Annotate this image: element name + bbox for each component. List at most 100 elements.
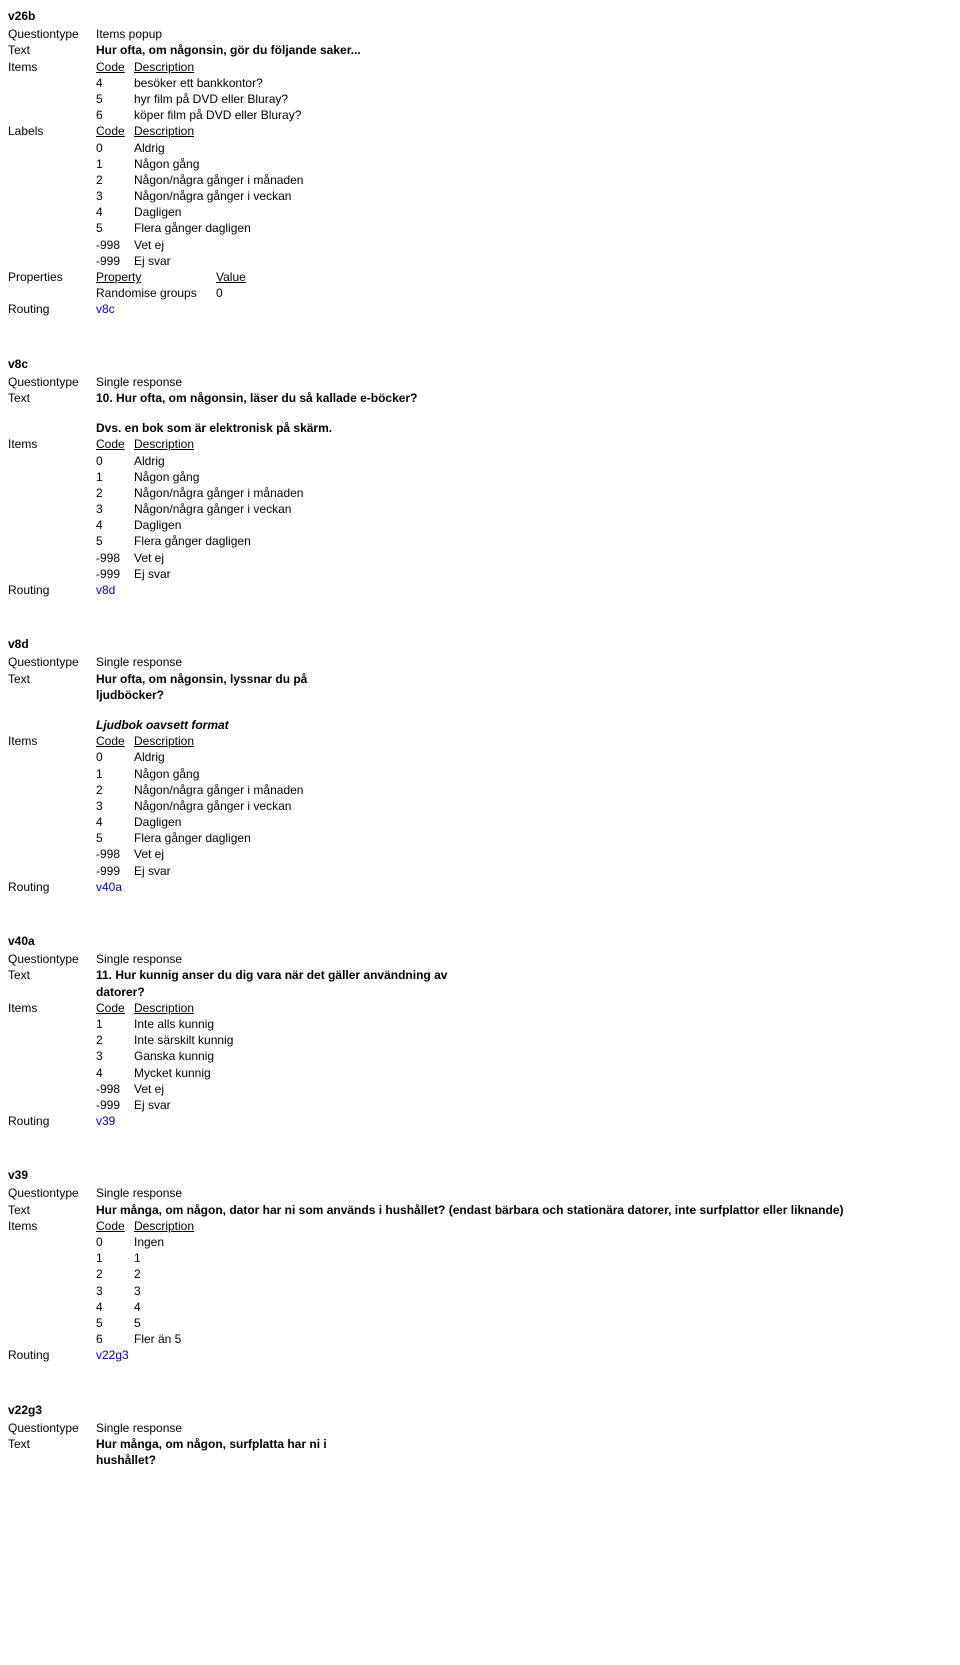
items-table: Code Description 0Ingen 11 22 33 44 55 6… [96, 1218, 194, 1348]
cell-desc: Ej svar [134, 566, 303, 582]
col-description: Description [134, 59, 301, 75]
cell-code: 0 [96, 140, 134, 156]
question-id: v26b [8, 8, 952, 24]
field-row: Questiontype Single response [8, 1185, 952, 1201]
field-row: Questiontype Single response [8, 951, 952, 967]
field-label-routing: Routing [8, 1347, 96, 1363]
table-row: 1Inte alls kunnig [96, 1016, 233, 1032]
table-row: 55 [96, 1315, 194, 1331]
question-subtext: Dvs. en bok som är elektronisk på skärm. [96, 420, 952, 436]
question-text: Hur många, om någon, surfplatta har ni i… [96, 1436, 376, 1468]
cell-code: 3 [96, 1283, 134, 1299]
field-row: Labels Code Description 0Aldrig 1Någon g… [8, 123, 952, 269]
cell-code: 5 [96, 533, 134, 549]
prop-row: Randomise groups0 [96, 285, 952, 301]
cell-desc: Dagligen [134, 517, 303, 533]
labels-value: Code Description 0Aldrig 1Någon gång 2Nå… [96, 123, 952, 269]
col-property: Property [96, 269, 216, 285]
table-row: 0Ingen [96, 1234, 194, 1250]
cell-desc: Flera gånger dagligen [134, 220, 303, 236]
items-table: Code Description 0Aldrig 1Någon gång 2Nå… [96, 436, 303, 582]
cell-code: 2 [96, 172, 134, 188]
questiontype-value: Single response [96, 1420, 952, 1436]
cell-code: 0 [96, 749, 134, 765]
col-code: Code [96, 1000, 134, 1016]
field-row: Routing v8d [8, 582, 952, 598]
field-label-items: Items [8, 436, 96, 452]
field-row: Items Code Description 1Inte alls kunnig… [8, 1000, 952, 1113]
questiontype-value: Single response [96, 951, 952, 967]
col-code: Code [96, 123, 134, 139]
table-row: 4Mycket kunnig [96, 1065, 233, 1081]
col-description: Description [134, 1000, 233, 1016]
col-description: Description [134, 733, 303, 749]
cell-code: 1 [96, 1016, 134, 1032]
col-code: Code [96, 1218, 134, 1234]
cell-desc: Vet ej [134, 550, 303, 566]
table-row: 4Dagligen [96, 204, 303, 220]
table-row: 6köper film på DVD eller Bluray? [96, 107, 301, 123]
table-row: 2Någon/några gånger i månaden [96, 485, 303, 501]
field-label-questiontype: Questiontype [8, 1185, 96, 1201]
field-row: Items Code Description 0Ingen 11 22 33 4… [8, 1218, 952, 1348]
table-row: 22 [96, 1266, 194, 1282]
table-row: 1Någon gång [96, 156, 303, 172]
question-block: v8c Questiontype Single response Text 10… [8, 356, 952, 599]
cell-desc: Inte alls kunnig [134, 1016, 233, 1032]
cell-code: 5 [96, 830, 134, 846]
table-row: -998Vet ej [96, 1081, 233, 1097]
cell-desc: Vet ej [134, 237, 303, 253]
cell-desc: 3 [134, 1283, 194, 1299]
field-row: Text Hur många, om någon, dator har ni s… [8, 1202, 952, 1218]
question-block: v26b Questiontype Items popup Text Hur o… [8, 8, 952, 318]
cell-code: 5 [96, 91, 134, 107]
field-label-routing: Routing [8, 1113, 96, 1129]
cell-code: -998 [96, 846, 134, 862]
questiontype-value: Items popup [96, 26, 952, 42]
table-row: 0Aldrig [96, 140, 303, 156]
col-description: Description [134, 436, 303, 452]
routing-link[interactable]: v8c [96, 301, 952, 317]
field-row: Dvs. en bok som är elektronisk på skärm. [8, 420, 952, 436]
cell-code: 2 [96, 1266, 134, 1282]
cell-code: 4 [96, 517, 134, 533]
routing-link[interactable]: v22g3 [96, 1347, 952, 1363]
question-id: v39 [8, 1167, 952, 1183]
field-label-items: Items [8, 1218, 96, 1234]
question-id: v22g3 [8, 1402, 952, 1418]
question-text: Hur ofta, om någonsin, lyssnar du på lju… [96, 671, 356, 703]
cell-desc: 2 [134, 1266, 194, 1282]
field-label-questiontype: Questiontype [8, 654, 96, 670]
col-code: Code [96, 436, 134, 452]
labels-table: Code Description 0Aldrig 1Någon gång 2Nå… [96, 123, 303, 269]
cell-desc: Ej svar [134, 863, 303, 879]
table-row: 4Dagligen [96, 814, 303, 830]
cell-desc: Ingen [134, 1234, 194, 1250]
cell-code: -999 [96, 863, 134, 879]
cell-desc: Någon gång [134, 469, 303, 485]
items-table: Code Description 4besöker ett bankkontor… [96, 59, 301, 124]
col-code: Code [96, 59, 134, 75]
question-block: v40a Questiontype Single response Text 1… [8, 933, 952, 1129]
field-label-routing: Routing [8, 879, 96, 895]
question-text: Hur ofta, om någonsin, gör du följande s… [96, 42, 396, 58]
table-row: -998Vet ej [96, 846, 303, 862]
table-row: 3Någon/några gånger i veckan [96, 798, 303, 814]
cell-desc: Dagligen [134, 204, 303, 220]
items-table: Code Description 1Inte alls kunnig 2Inte… [96, 1000, 233, 1113]
cell-desc: Någon/några gånger i månaden [134, 782, 303, 798]
cell-code: 4 [96, 204, 134, 220]
question-block: v39 Questiontype Single response Text Hu… [8, 1167, 952, 1363]
cell-desc: Någon/några gånger i månaden [134, 485, 303, 501]
cell-desc: besöker ett bankkontor? [134, 75, 301, 91]
field-row: Items Code Description 0Aldrig 1Någon gå… [8, 436, 952, 582]
question-text: Hur många, om någon, dator har ni som an… [96, 1202, 952, 1218]
field-label-items: Items [8, 1000, 96, 1016]
routing-link[interactable]: v8d [96, 582, 952, 598]
items-table: Code Description 0Aldrig 1Någon gång 2Nå… [96, 733, 303, 879]
routing-link[interactable]: v39 [96, 1113, 952, 1129]
field-row: Items Code Description 4besöker ett bank… [8, 59, 952, 124]
routing-link[interactable]: v40a [96, 879, 952, 895]
table-row: -999Ej svar [96, 566, 303, 582]
field-row: Text Hur ofta, om någonsin, lyssnar du p… [8, 671, 952, 703]
